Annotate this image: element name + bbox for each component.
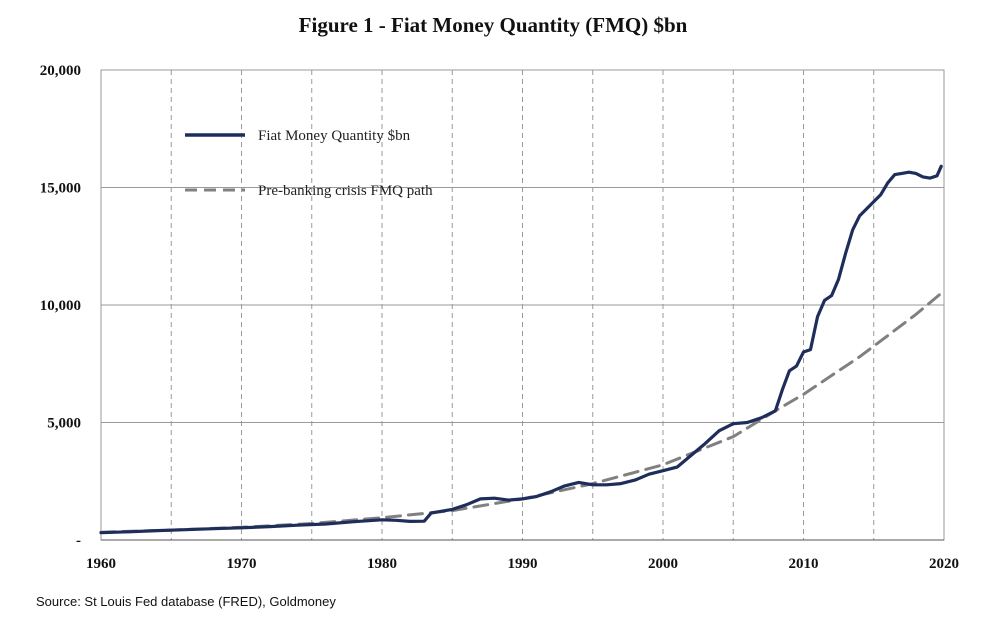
legend-label-pre-crisis: Pre-banking crisis FMQ path xyxy=(258,183,433,199)
y-tick-label: 15,000 xyxy=(40,181,81,197)
series-line-fmq xyxy=(99,164,943,535)
legend-label-fmq: Fiat Money Quantity $bn xyxy=(258,128,411,144)
axis-ticks: - 5,000 10,000 15,000 20,000 1960 1970 1980 1990… xyxy=(40,63,959,572)
y-tick-label: - xyxy=(76,533,81,549)
y-tick-label: 10,000 xyxy=(40,298,81,314)
series-lines xyxy=(99,164,943,535)
x-tick-label: 2010 xyxy=(789,556,819,572)
x-tick-label: 2000 xyxy=(648,556,678,572)
x-tick-label: 1970 xyxy=(227,556,257,572)
x-tick-label: 1990 xyxy=(508,556,538,572)
x-tick-label: 1980 xyxy=(367,556,397,572)
y-tick-label: 20,000 xyxy=(40,63,81,79)
x-tick-label: 1960 xyxy=(86,556,116,572)
grid xyxy=(100,69,945,541)
x-tick-label: 2020 xyxy=(929,556,959,572)
source-note: Source: St Louis Fed database (FRED), Go… xyxy=(36,594,336,609)
chart-title: Figure 1 - Fiat Money Quantity (FMQ) $bn xyxy=(299,13,688,37)
legend: Fiat Money Quantity $bn Pre-banking cris… xyxy=(185,128,433,199)
y-tick-label: 5,000 xyxy=(47,416,81,432)
